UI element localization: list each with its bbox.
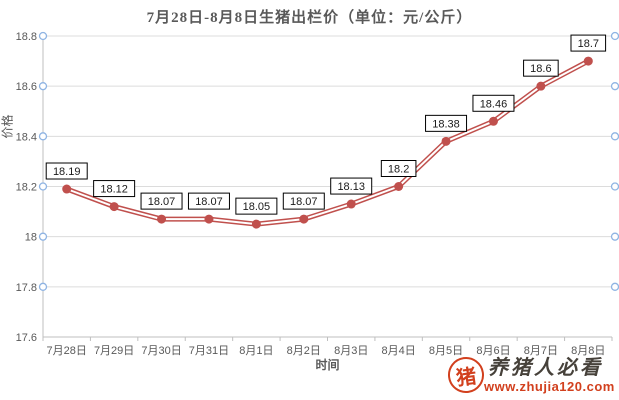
x-tick-label: 7月28日 bbox=[47, 345, 87, 357]
data-label: 18.07 bbox=[195, 196, 223, 208]
y-tick-label: 18.6 bbox=[16, 81, 37, 93]
x-tick-label: 8月8日 bbox=[571, 345, 605, 357]
data-label-box bbox=[235, 197, 278, 215]
data-label: 18.38 bbox=[432, 118, 460, 130]
tick-circle-right bbox=[610, 82, 619, 91]
x-tick-label: 8月3日 bbox=[334, 345, 368, 357]
data-label-box bbox=[330, 177, 373, 195]
data-label-box bbox=[472, 94, 515, 112]
x-tick-label: 8月7日 bbox=[524, 345, 558, 357]
series-line-core bbox=[66, 60, 589, 226]
data-label: 18.7 bbox=[578, 38, 599, 50]
tick-circle-right bbox=[610, 31, 619, 41]
tick-circle-left bbox=[38, 31, 48, 41]
tick-circle-left bbox=[38, 82, 48, 91]
data-label-box bbox=[93, 180, 136, 198]
tick-circle-left bbox=[38, 282, 48, 291]
data-label-box bbox=[523, 59, 559, 77]
tick-circle-right bbox=[610, 182, 619, 191]
data-point-marker bbox=[109, 202, 119, 212]
y-tick-label: 18.2 bbox=[16, 182, 37, 194]
data-point-marker bbox=[394, 182, 404, 191]
data-label-box bbox=[570, 34, 607, 52]
pig-seal-icon: 猪 bbox=[445, 354, 487, 396]
data-label-box bbox=[45, 162, 88, 180]
x-tick-label: 7月31日 bbox=[189, 345, 229, 357]
seal-character: 猪 bbox=[454, 365, 478, 390]
x-tick-label: 8月5日 bbox=[429, 345, 463, 357]
data-label-box bbox=[187, 192, 230, 210]
data-point-marker bbox=[62, 184, 72, 194]
y-tick-label: 17.6 bbox=[16, 332, 37, 344]
x-axis-title: 时间 bbox=[315, 358, 340, 372]
data-label: 18.05 bbox=[243, 201, 271, 213]
x-tick-label: 7月29日 bbox=[94, 345, 134, 357]
data-label-box bbox=[425, 114, 468, 132]
data-point-marker bbox=[583, 56, 593, 66]
tick-circle-left bbox=[38, 182, 48, 191]
data-point-marker bbox=[441, 136, 451, 146]
y-tick-label: 18.8 bbox=[16, 31, 37, 43]
data-label-box bbox=[282, 192, 325, 210]
data-label-box bbox=[140, 192, 183, 210]
chart-title: 7月28日-8月8日生猪出栏价（单位：元/公斤） bbox=[146, 10, 473, 26]
data-point-marker bbox=[536, 81, 546, 91]
x-tick-label: 8月1日 bbox=[239, 345, 273, 357]
data-label: 18.07 bbox=[148, 196, 176, 208]
data-label: 18.2 bbox=[388, 164, 409, 176]
data-label: 18.19 bbox=[53, 166, 81, 178]
data-label: 18.13 bbox=[337, 181, 365, 193]
y-tick-label: 17.8 bbox=[16, 282, 37, 294]
data-point-marker bbox=[204, 214, 214, 224]
x-tick-label: 8月4日 bbox=[382, 345, 416, 357]
x-tick-label: 7月30日 bbox=[141, 345, 181, 357]
tick-circle-left bbox=[38, 232, 48, 241]
data-label-box bbox=[380, 160, 417, 177]
data-label: 18.6 bbox=[530, 63, 551, 75]
data-label: 18.12 bbox=[100, 184, 128, 196]
tick-circle-right bbox=[610, 282, 619, 291]
data-point-marker bbox=[251, 219, 261, 229]
data-point-marker bbox=[299, 214, 309, 224]
x-tick-label: 8月2日 bbox=[287, 345, 321, 357]
watermark: 猪 养猪人必看 www.zhujia120.com bbox=[444, 351, 619, 400]
y-tick-label: 18 bbox=[25, 232, 37, 244]
tick-circle-right bbox=[610, 232, 619, 241]
data-point-marker bbox=[346, 199, 356, 209]
data-point-marker bbox=[157, 214, 167, 224]
data-point-marker bbox=[488, 116, 498, 126]
watermark-url: www.zhujia120.com bbox=[484, 379, 615, 394]
y-tick-label: 18.4 bbox=[16, 131, 37, 143]
tick-circle-left bbox=[38, 132, 48, 141]
data-label: 18.46 bbox=[480, 98, 508, 110]
x-tick-label: 8月6日 bbox=[476, 345, 510, 357]
data-label: 18.07 bbox=[290, 196, 318, 208]
watermark-text: 养猪人必看 bbox=[488, 357, 603, 379]
tick-circle-right bbox=[610, 132, 619, 141]
